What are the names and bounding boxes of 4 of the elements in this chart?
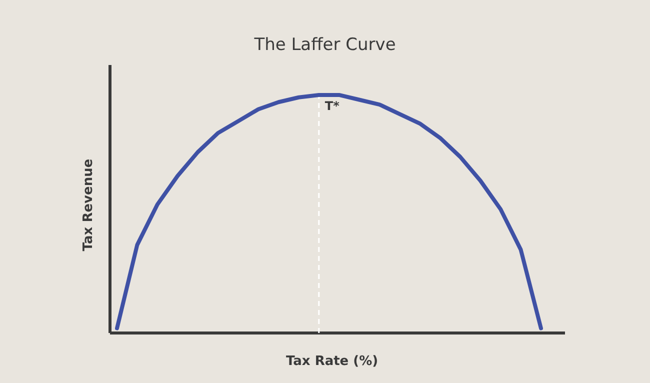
- chart-title: The Laffer Curve: [253, 35, 396, 55]
- y-axis-title: Tax Revenue: [81, 158, 96, 252]
- x-axis-title: Tax Rate (%): [286, 354, 378, 369]
- annotation: T*: [324, 98, 340, 113]
